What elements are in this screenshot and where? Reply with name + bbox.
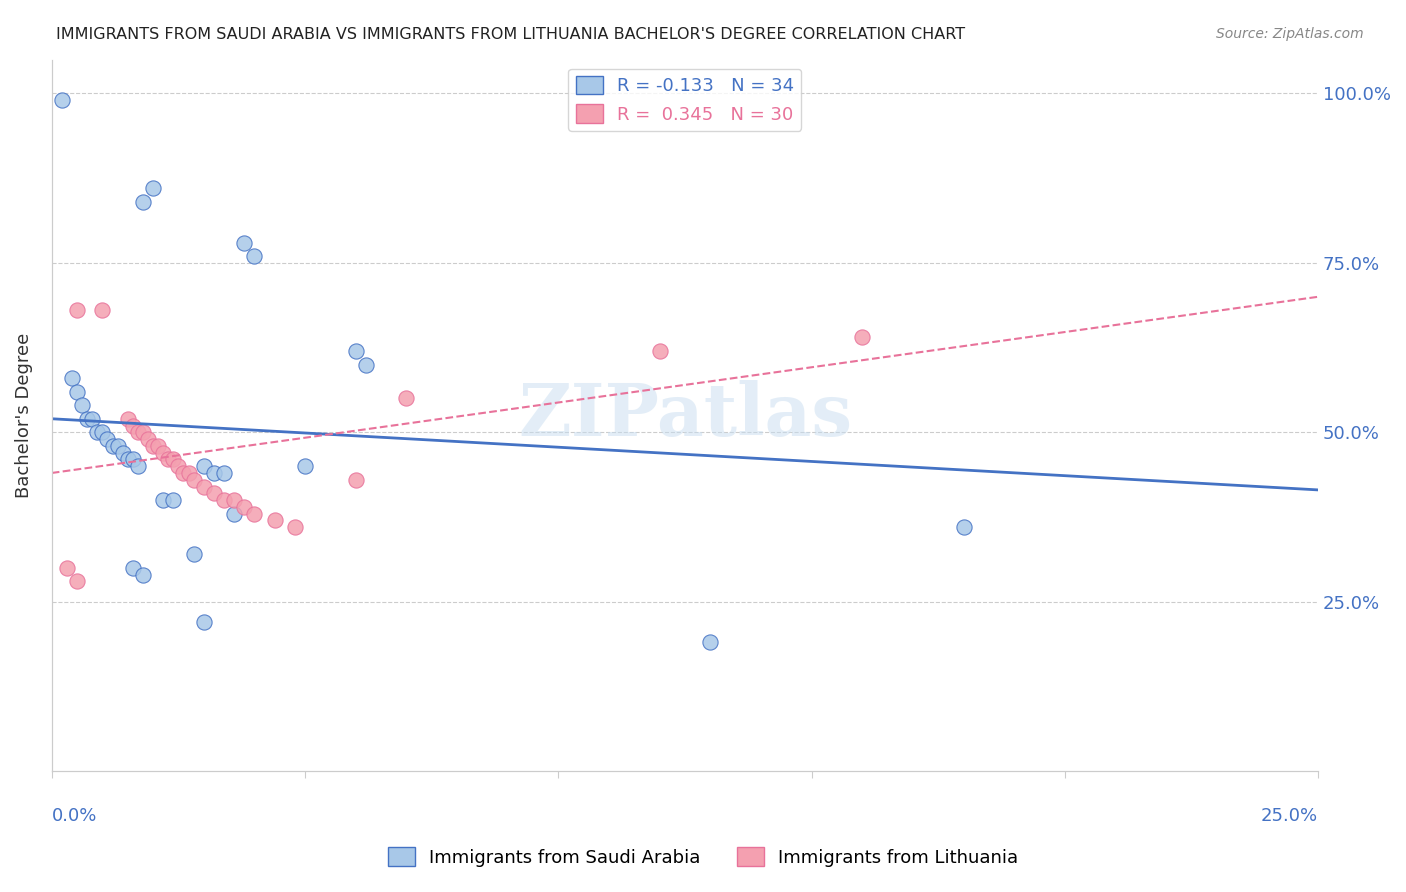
Point — [142, 181, 165, 195]
Legend: R = -0.133   N = 34, R =  0.345   N = 30: R = -0.133 N = 34, R = 0.345 N = 30 — [568, 69, 801, 131]
Point — [183, 547, 205, 561]
Point — [177, 466, 200, 480]
Point — [142, 439, 165, 453]
Point — [132, 194, 155, 209]
Point — [699, 635, 721, 649]
Y-axis label: Bachelor's Degree: Bachelor's Degree — [15, 333, 32, 498]
Point — [648, 343, 671, 358]
Legend: Immigrants from Saudi Arabia, Immigrants from Lithuania: Immigrants from Saudi Arabia, Immigrants… — [381, 840, 1025, 874]
Point — [233, 235, 256, 250]
Point — [183, 473, 205, 487]
Point — [117, 411, 139, 425]
Point — [111, 445, 134, 459]
Point — [56, 561, 79, 575]
Point — [263, 513, 285, 527]
Point — [152, 445, 174, 459]
Point — [76, 411, 98, 425]
Point — [51, 93, 73, 107]
Point — [354, 358, 377, 372]
Point — [952, 520, 974, 534]
Point — [224, 507, 246, 521]
Text: 25.0%: 25.0% — [1261, 806, 1319, 825]
Point — [66, 574, 89, 589]
Point — [117, 452, 139, 467]
Point — [91, 303, 114, 318]
Point — [146, 439, 169, 453]
Point — [284, 520, 307, 534]
Text: ZIPatlas: ZIPatlas — [517, 380, 852, 450]
Point — [224, 493, 246, 508]
Point — [82, 411, 104, 425]
Point — [132, 567, 155, 582]
Point — [60, 371, 83, 385]
Point — [212, 493, 235, 508]
Point — [127, 425, 149, 440]
Text: Source: ZipAtlas.com: Source: ZipAtlas.com — [1216, 27, 1364, 41]
Point — [193, 615, 215, 629]
Point — [212, 466, 235, 480]
Point — [157, 452, 180, 467]
Point — [172, 466, 194, 480]
Text: IMMIGRANTS FROM SAUDI ARABIA VS IMMIGRANTS FROM LITHUANIA BACHELOR'S DEGREE CORR: IMMIGRANTS FROM SAUDI ARABIA VS IMMIGRAN… — [56, 27, 966, 42]
Point — [121, 452, 143, 467]
Point — [96, 432, 118, 446]
Point — [395, 392, 418, 406]
Point — [121, 561, 143, 575]
Point — [233, 500, 256, 514]
Point — [101, 439, 124, 453]
Point — [91, 425, 114, 440]
Point — [294, 459, 316, 474]
Text: 0.0%: 0.0% — [52, 806, 97, 825]
Point — [344, 473, 367, 487]
Point — [162, 452, 184, 467]
Point — [127, 459, 149, 474]
Point — [132, 425, 155, 440]
Point — [86, 425, 108, 440]
Point — [243, 249, 266, 263]
Point — [202, 466, 225, 480]
Point — [152, 493, 174, 508]
Point — [243, 507, 266, 521]
Point — [202, 486, 225, 500]
Point — [193, 479, 215, 493]
Point — [193, 459, 215, 474]
Point — [136, 432, 159, 446]
Point — [121, 418, 143, 433]
Point — [344, 343, 367, 358]
Point — [162, 493, 184, 508]
Point — [70, 398, 93, 412]
Point — [167, 459, 190, 474]
Point — [851, 330, 873, 344]
Point — [66, 384, 89, 399]
Point — [66, 303, 89, 318]
Point — [107, 439, 129, 453]
